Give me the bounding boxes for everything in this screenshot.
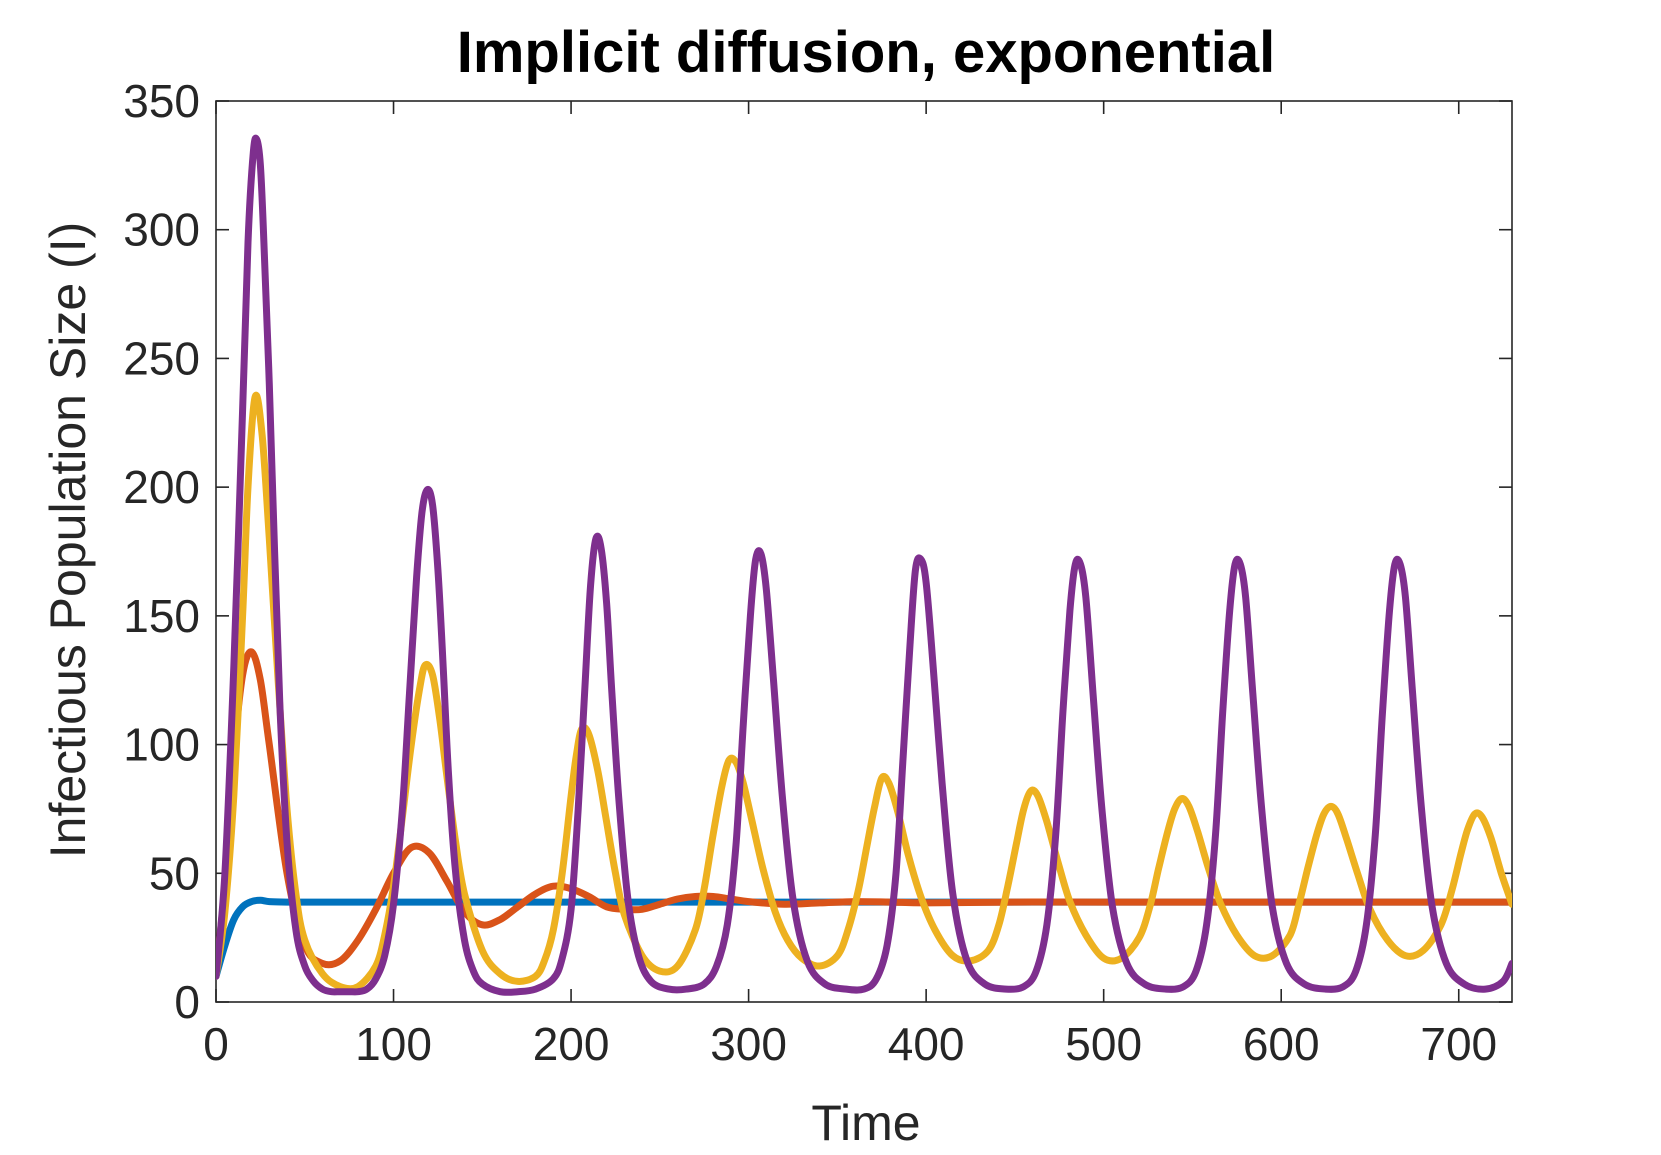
axis-ticks: 0 100 200 300 400 500 600 700 0 50 100 150 200 250 300… (123, 75, 1512, 1070)
y-tick-label: 0 (174, 976, 200, 1028)
x-tick-label: 400 (888, 1018, 965, 1070)
y-tick-label: 100 (123, 719, 200, 771)
x-tick-label: 100 (355, 1018, 432, 1070)
series-line-4 (216, 134, 1512, 996)
series-layer (216, 134, 1512, 996)
x-axis-label: Time (811, 1095, 920, 1151)
x-tick-label: 600 (1243, 1018, 1320, 1070)
y-tick-label: 300 (123, 204, 200, 256)
series-line-2 (216, 648, 1512, 975)
y-tick-label: 350 (123, 75, 200, 127)
chart-title: Implicit diffusion, exponential (457, 20, 1276, 85)
y-tick-label: 50 (149, 847, 200, 899)
x-tick-label: 300 (710, 1018, 787, 1070)
x-tick-label: 0 (203, 1018, 229, 1070)
y-tick-label: 250 (123, 332, 200, 384)
plot-area: 0 100 200 300 400 500 600 700 0 50 100 150 200 250 300… (123, 75, 1513, 1070)
axes-box (215, 100, 1513, 1003)
x-tick-label: 700 (1420, 1018, 1497, 1070)
x-tick-label: 200 (533, 1018, 610, 1070)
x-tick-label: 500 (1065, 1018, 1142, 1070)
y-tick-label: 200 (123, 461, 200, 513)
y-tick-label: 150 (123, 590, 200, 642)
y-axis-label: Infectious Population Size (I) (40, 222, 96, 858)
